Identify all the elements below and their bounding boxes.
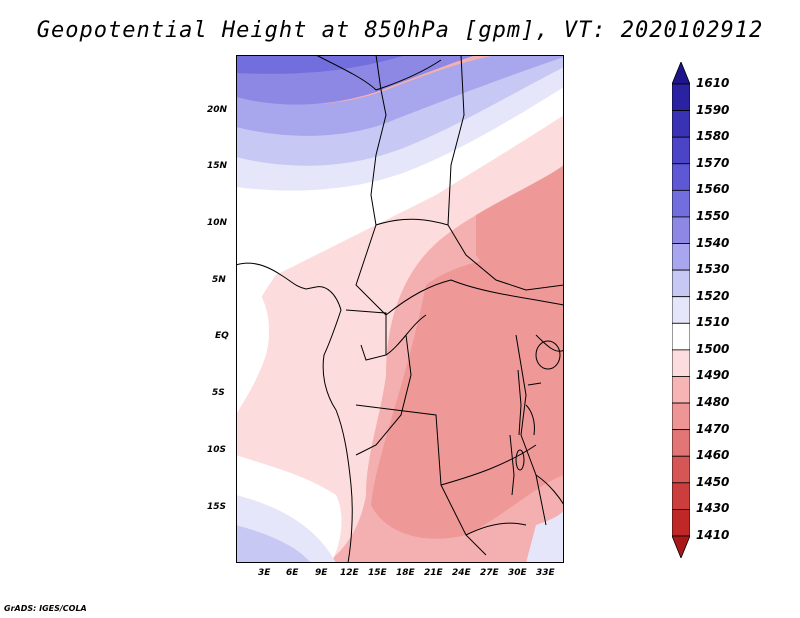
colorbar-label: 1480 xyxy=(696,395,730,410)
colorbar-segment xyxy=(672,243,690,271)
colorbar-label: 1490 xyxy=(696,368,730,383)
lon-label: 6E xyxy=(286,568,299,578)
colorbar-label: 1560 xyxy=(696,182,730,197)
colorbar-segment xyxy=(672,322,690,351)
lat-label: 20N xyxy=(207,105,228,115)
colorbar-segment xyxy=(672,429,690,457)
lon-label: 12E xyxy=(340,568,359,578)
colorbar-segment xyxy=(672,189,690,218)
colorbar-label: 1610 xyxy=(696,76,730,90)
lon-label: 33E xyxy=(536,568,555,578)
colorbar-segment xyxy=(672,455,690,484)
map-title: Geopotential Height at 850hPa [gpm], VT:… xyxy=(36,18,764,43)
colorbar-segment xyxy=(672,296,690,324)
field-1520 xyxy=(236,65,564,191)
lon-label: 9E xyxy=(315,568,328,578)
colorbar-segment xyxy=(672,349,690,377)
colorbar-segment xyxy=(672,402,690,431)
credit-text: GrADS: IGES/COLA xyxy=(4,604,87,613)
field-1480-core xyxy=(371,245,564,539)
field-1520-se xyxy=(526,510,564,563)
colorbar-label: 1590 xyxy=(696,102,730,117)
lat-label: 10S xyxy=(207,445,227,455)
lon-label: 18E xyxy=(396,568,415,578)
colorbar-label: 1550 xyxy=(696,208,730,223)
lat-label: 10N xyxy=(207,218,228,228)
lon-label: 15E xyxy=(368,568,387,578)
lon-label: 30E xyxy=(508,568,527,578)
colorbar-segment xyxy=(672,482,690,510)
lat-label: 15N xyxy=(207,161,228,171)
colorbar-segment xyxy=(672,163,690,191)
colorbar-label: 1530 xyxy=(696,262,730,277)
colorbar-label: 1470 xyxy=(696,421,730,436)
field-1510-west xyxy=(236,265,270,415)
field-1560 xyxy=(236,55,406,74)
colorbar-bottom-arrow xyxy=(672,535,690,558)
country-borders xyxy=(236,55,564,563)
map-plot xyxy=(236,55,564,563)
field-1510 xyxy=(236,85,564,345)
colorbar-segment xyxy=(672,136,690,165)
lat-label: 15S xyxy=(207,502,227,512)
colorbar-label: 1570 xyxy=(696,155,730,170)
colorbar-segment xyxy=(672,216,690,244)
colorbar-top-arrow xyxy=(672,62,690,85)
lat-label: 5S xyxy=(212,388,225,398)
colorbar-label: 1520 xyxy=(696,288,730,303)
colorbar-label: 1510 xyxy=(696,315,730,330)
colorbar-segment xyxy=(672,110,690,138)
colorbar-segment xyxy=(672,376,690,404)
colorbar-label: 1540 xyxy=(696,235,730,250)
field-1540 xyxy=(236,55,564,136)
colorbar-segment xyxy=(672,83,690,111)
field-1530-sw xyxy=(236,525,311,563)
colorbar-label: 1410 xyxy=(696,528,730,542)
colorbar-label: 1430 xyxy=(696,501,730,516)
colorbar-segment xyxy=(672,509,690,537)
colorbar xyxy=(672,62,690,558)
colorbar-label: 1460 xyxy=(696,448,730,463)
field-1530 xyxy=(236,55,564,166)
lon-label: 3E xyxy=(258,568,271,578)
colorbar-label: 1580 xyxy=(696,129,730,144)
lat-label: EQ xyxy=(215,331,229,341)
colorbar-label: 1450 xyxy=(696,474,730,489)
lakes xyxy=(509,340,561,496)
lon-label: 27E xyxy=(480,568,499,578)
colorbar-segment xyxy=(672,269,690,298)
lat-label: 5N xyxy=(212,275,226,285)
lon-label: 24E xyxy=(452,568,471,578)
colorbar-label: 1500 xyxy=(696,341,730,356)
lon-label: 21E xyxy=(424,568,443,578)
